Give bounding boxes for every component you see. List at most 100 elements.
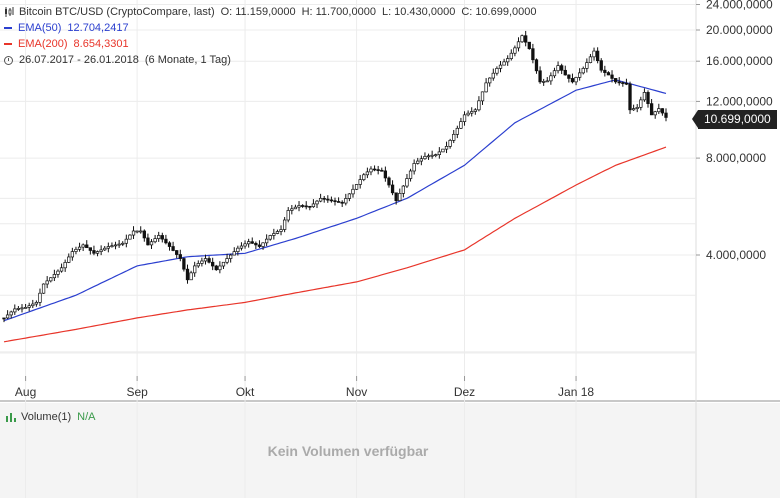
candle-body-up — [221, 261, 226, 267]
candle-body-down — [182, 258, 186, 270]
candle — [506, 55, 510, 66]
candle — [243, 240, 247, 249]
candle — [329, 196, 334, 203]
candle — [423, 152, 427, 160]
candle — [664, 108, 668, 122]
candle-body-up — [293, 206, 298, 210]
candle — [131, 226, 136, 239]
candle — [318, 193, 323, 203]
candle — [336, 197, 341, 203]
candle-body-up — [243, 243, 247, 247]
candle-body-up — [38, 292, 42, 303]
candle-body-up — [369, 168, 373, 173]
candle-body-up — [462, 114, 467, 122]
candle — [358, 174, 362, 189]
candle — [203, 254, 208, 265]
volume-panel — [0, 403, 780, 498]
candle-body-up — [272, 233, 276, 236]
candle-body-up — [121, 242, 125, 245]
candle-body-down — [329, 199, 334, 202]
candle — [164, 234, 168, 245]
candle-body-up — [358, 179, 362, 185]
candle — [99, 245, 103, 256]
candle — [160, 232, 164, 243]
candle — [351, 184, 355, 198]
candle — [639, 96, 643, 111]
candle — [247, 238, 251, 248]
candle-body-up — [545, 80, 549, 83]
candle — [214, 264, 218, 271]
candle — [225, 253, 229, 265]
candle — [538, 66, 542, 84]
candle — [290, 205, 294, 215]
candle-body-down — [160, 235, 164, 240]
ema200-path — [3, 146, 667, 343]
candle-body-up — [452, 133, 456, 141]
candle — [221, 261, 226, 270]
last-price-tag: 10.699,0000 — [692, 110, 777, 129]
candle — [631, 104, 636, 111]
y-tick-label: 24.000,0000 — [706, 0, 773, 12]
candle-body-up — [315, 200, 319, 205]
candle — [362, 173, 366, 182]
candle — [124, 234, 128, 248]
candle-body-down — [646, 92, 650, 104]
candle-body-down — [563, 69, 567, 76]
candle — [491, 68, 495, 81]
candle-body-down — [207, 258, 211, 263]
close-label: C: — [461, 6, 473, 18]
x-tick-label: Jan 18 — [558, 385, 594, 399]
candle-body-up — [70, 251, 75, 258]
candle — [556, 61, 560, 74]
candle — [293, 204, 298, 210]
x-axis: Aug Sep Okt Nov Dez Jan 18 — [15, 376, 594, 399]
candle-body-up — [135, 230, 139, 233]
candle — [23, 303, 28, 309]
candle-body-up — [448, 139, 452, 147]
candle — [236, 245, 240, 256]
candle — [135, 230, 139, 234]
candle — [300, 204, 305, 208]
y-tick-label: 16.000,0000 — [706, 54, 773, 68]
candle-body-up — [578, 72, 582, 78]
candle-body-up — [67, 256, 71, 263]
candle-body-up — [157, 235, 161, 239]
y-tick-label: 20.000,0000 — [706, 23, 773, 37]
ema50-value: 12.704,2417 — [67, 22, 129, 34]
candle — [495, 66, 499, 76]
instrument-name: Bitcoin BTC/USD (CryptoCompare, last) — [19, 6, 215, 18]
candle-body-down — [178, 254, 182, 259]
candle — [455, 125, 459, 139]
candle — [139, 226, 143, 234]
candle-body-down — [164, 238, 168, 244]
candle — [509, 49, 513, 61]
candle — [426, 153, 431, 160]
candle — [9, 310, 13, 319]
x-tick-label: Dez — [454, 385, 475, 399]
candle — [340, 200, 344, 207]
candle — [128, 234, 132, 240]
candle-body-up — [444, 146, 449, 150]
candle — [211, 257, 215, 271]
candle-body-up — [311, 203, 316, 208]
volume-label: Volume(1) — [21, 411, 72, 423]
candle-body-up — [657, 108, 661, 113]
candle — [34, 300, 39, 307]
candle-body-down — [649, 103, 654, 116]
candle — [146, 233, 150, 246]
candle — [257, 240, 262, 249]
candle-body-up — [23, 307, 28, 309]
candle-body-up — [423, 156, 427, 160]
candle-body-down — [390, 184, 395, 194]
candle-body-up — [653, 111, 657, 116]
candle-body-down — [595, 50, 600, 62]
candle-body-up — [549, 75, 553, 82]
candle-body-down — [613, 78, 618, 83]
volume-legend: Volume(1) N/A — [6, 411, 95, 423]
candle-body-down — [185, 268, 190, 281]
candle — [56, 269, 60, 278]
candle-body-up — [153, 238, 157, 243]
candle-body-down — [167, 242, 172, 247]
